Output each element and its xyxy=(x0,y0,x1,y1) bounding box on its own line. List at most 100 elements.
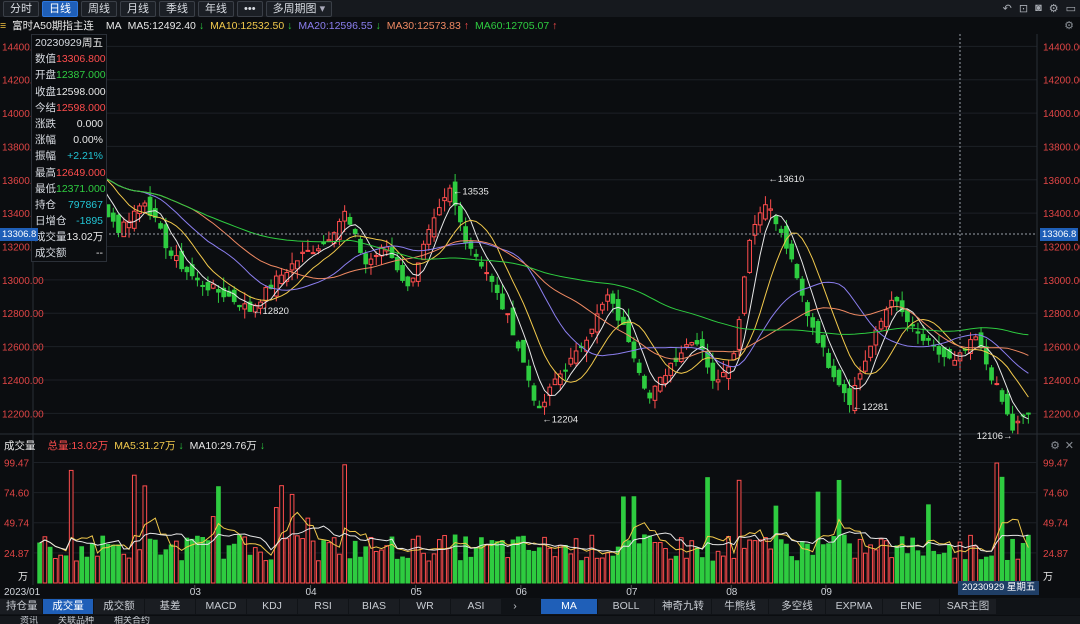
candle-body xyxy=(174,255,179,262)
candle-body xyxy=(521,339,526,363)
overlay-tab-5[interactable]: EXPMA xyxy=(826,599,882,614)
overlay-tab-6[interactable]: ENE xyxy=(883,599,939,614)
overlay-tab-3[interactable]: 牛熊线 xyxy=(712,599,768,614)
indicator-tab-5[interactable]: KDJ xyxy=(247,599,297,614)
symbol-name: 富时A50期指主连 xyxy=(12,20,94,32)
footer-tab-2[interactable]: 相关合约 xyxy=(114,616,151,624)
volume-bar xyxy=(578,560,584,584)
candle-body xyxy=(936,346,942,355)
period-tab-5[interactable]: 年线 xyxy=(198,0,234,17)
indicator-tab-9[interactable]: ASI xyxy=(451,599,501,614)
price-tick-left: 13000.00 xyxy=(2,276,44,287)
indicator-tab-1[interactable]: 成交量 xyxy=(43,599,93,614)
extreme-annotation: ←12281 xyxy=(853,402,889,413)
indicator-tab-8[interactable]: WR xyxy=(400,599,450,614)
settings-mini-icon[interactable]: ≡ xyxy=(0,19,7,32)
price-tick-right: 12800.00 xyxy=(1043,309,1080,320)
volume-bar xyxy=(100,535,106,584)
volume-bar xyxy=(757,539,763,584)
period-tab-4[interactable]: 季线 xyxy=(159,0,195,17)
candle-body xyxy=(652,385,658,401)
info-row: 涨跌 0.000 xyxy=(32,116,106,132)
indicator-tab-4[interactable]: MACD xyxy=(196,599,246,614)
period-tab-7[interactable]: 多周期图 xyxy=(265,0,333,17)
candle-body xyxy=(757,212,763,226)
volume-settings-icon[interactable]: ⚙ xyxy=(1050,440,1060,452)
volume-bar xyxy=(468,556,474,584)
overlay-tab-1[interactable]: BOLL xyxy=(598,599,654,614)
period-tab-1[interactable]: 日线 xyxy=(42,0,78,17)
candle-body xyxy=(137,205,142,215)
indicator-tab-0[interactable]: 持仓量 xyxy=(0,599,42,614)
window-icon[interactable]: ▭ xyxy=(1065,3,1076,15)
volume-bar xyxy=(884,540,889,584)
indicator-tab-6[interactable]: RSI xyxy=(298,599,348,614)
volume-ma5: MA5:31.27万 ↓ xyxy=(114,439,184,452)
volume-tick-right: 49.74 xyxy=(1043,519,1068,530)
candle-body xyxy=(131,210,137,229)
volume-bar xyxy=(521,535,526,584)
volume-bar xyxy=(184,537,190,584)
period-tab-6[interactable]: ••• xyxy=(237,0,263,17)
settings-icon[interactable]: ⚙ xyxy=(1048,3,1059,15)
lock-icon[interactable]: ⊡ xyxy=(1018,3,1029,15)
volume-bar xyxy=(200,536,206,584)
overlay-tab-4[interactable]: 多空线 xyxy=(769,599,825,614)
kline-chart[interactable]: 14400.00 14400.00 14200.00 14200.00 14000.00… xyxy=(0,0,1080,598)
price-tick-left: 13800.00 xyxy=(2,142,44,153)
volume-title: 成交量 xyxy=(4,439,36,452)
period-tab-2[interactable]: 周线 xyxy=(81,0,117,17)
overlay-tab-0[interactable]: MA xyxy=(541,599,597,614)
period-tab-3[interactable]: 月线 xyxy=(120,0,156,17)
volume-ma10-line xyxy=(39,525,1029,553)
overlay-tab-7[interactable]: SAR主图 xyxy=(940,599,996,614)
footer-tab-1[interactable]: 关联品种 xyxy=(58,616,95,624)
volume-bar xyxy=(652,542,658,584)
candle-body xyxy=(121,221,127,238)
candle-body xyxy=(663,375,668,384)
volume-ma5-line xyxy=(39,511,1029,556)
volume-bar xyxy=(536,547,542,584)
chevron-right-icon[interactable]: › xyxy=(513,600,517,612)
info-value: 0.000 xyxy=(76,117,103,130)
ma-bar-settings-icon[interactable]: ⚙ xyxy=(1064,20,1074,32)
volume-bar xyxy=(768,548,774,584)
extreme-annotation: ←12820 xyxy=(253,306,289,317)
info-value: 12387.000 xyxy=(56,69,106,82)
overlay-tab-2[interactable]: 神奇九转 xyxy=(655,599,711,614)
price-tick-right: 13200.00 xyxy=(1043,243,1080,254)
volume-bar xyxy=(442,535,447,584)
candle-body xyxy=(794,264,800,279)
volume-bar xyxy=(363,546,369,584)
candle-body xyxy=(342,210,348,222)
candle-body xyxy=(163,224,169,249)
volume-bar xyxy=(195,535,200,584)
candle-body xyxy=(347,217,353,225)
volume-bar xyxy=(263,560,269,584)
volume-total: 总量:13.02万 xyxy=(47,439,109,452)
footer-tab-0[interactable]: 资讯 xyxy=(20,616,39,624)
indicator-tab-2[interactable]: 成交额 xyxy=(94,599,144,614)
period-tab-0[interactable]: 分时 xyxy=(3,0,39,17)
volume-bar xyxy=(321,540,326,584)
candle-body xyxy=(263,287,269,302)
candle-body xyxy=(810,317,816,328)
volume-bar xyxy=(158,554,163,584)
camera-icon[interactable]: ◙ xyxy=(1035,2,1042,14)
volume-bar xyxy=(657,542,663,584)
volume-close-icon[interactable]: ✕ xyxy=(1064,440,1074,452)
indicator-tab-3[interactable]: 基差 xyxy=(145,599,195,614)
candle-body xyxy=(647,392,653,399)
volume-bar xyxy=(952,557,958,584)
volume-tick-left: 24.87 xyxy=(4,549,29,560)
undo-icon[interactable]: ↶ xyxy=(1002,3,1012,15)
info-key: 涨幅 xyxy=(35,134,56,147)
indicator-tab-7[interactable]: BIAS xyxy=(349,599,399,614)
candle-body xyxy=(373,254,379,257)
volume-bar xyxy=(389,536,395,584)
volume-bar xyxy=(79,546,85,584)
volume-bar xyxy=(784,543,789,584)
volume-bar xyxy=(905,553,910,584)
info-key: 今结 xyxy=(35,101,56,114)
volume-bar xyxy=(789,556,795,584)
